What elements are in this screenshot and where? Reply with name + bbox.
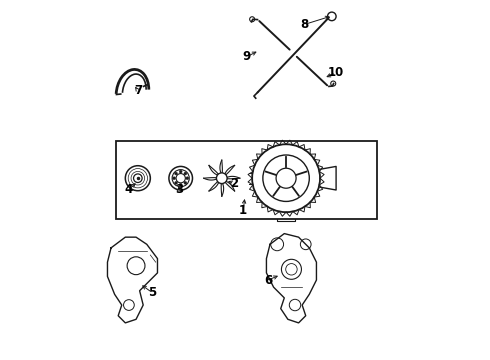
Circle shape [174, 172, 177, 175]
Circle shape [217, 173, 227, 184]
Text: 8: 8 [300, 18, 308, 31]
Circle shape [184, 181, 187, 184]
Text: 9: 9 [243, 50, 251, 63]
Circle shape [179, 183, 182, 186]
Text: 3: 3 [175, 183, 183, 196]
Bar [117, 141, 377, 219]
Text: 1: 1 [239, 204, 247, 217]
Circle shape [174, 181, 177, 184]
Text: 4: 4 [125, 183, 133, 196]
Circle shape [179, 170, 182, 173]
Text: 5: 5 [148, 286, 156, 299]
Circle shape [184, 172, 187, 175]
Text: 7: 7 [134, 84, 142, 97]
Text: 10: 10 [328, 66, 344, 79]
Text: 6: 6 [264, 274, 272, 287]
Circle shape [172, 177, 175, 180]
Text: 2: 2 [230, 177, 238, 190]
Circle shape [186, 177, 189, 180]
